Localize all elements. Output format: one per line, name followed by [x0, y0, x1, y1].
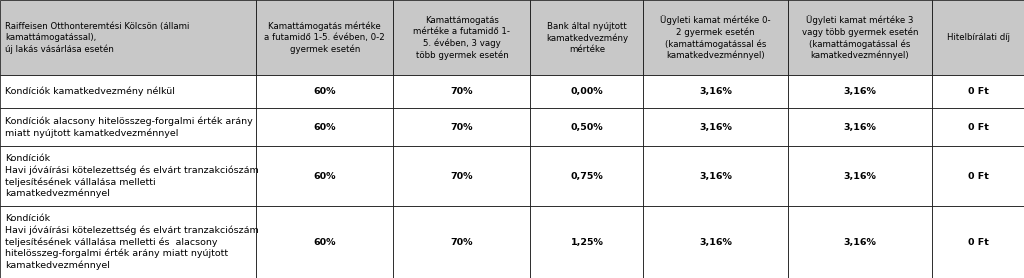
Text: 1,25%: 1,25% — [570, 238, 603, 247]
Bar — [932, 108, 1024, 146]
Bar — [530, 108, 643, 146]
Text: 0,75%: 0,75% — [570, 172, 603, 181]
Text: Kamattámogatás mértéke
a futamidő 1-5. évében, 0-2
gyermek esetén: Kamattámogatás mértéke a futamidő 1-5. é… — [264, 22, 385, 54]
Bar — [932, 206, 1024, 278]
Bar — [932, 0, 1024, 76]
Text: 0,00%: 0,00% — [570, 87, 603, 96]
Bar — [787, 108, 932, 146]
Text: Ügyleti kamat mértéke 3
vagy több gyermek esetén
(kamattámogatással és
kamatkedv: Ügyleti kamat mértéke 3 vagy több gyerme… — [802, 15, 919, 60]
Text: 3,16%: 3,16% — [699, 87, 732, 96]
Bar — [787, 0, 932, 76]
Bar — [256, 146, 393, 206]
Bar — [256, 108, 393, 146]
Text: 3,16%: 3,16% — [844, 238, 877, 247]
Text: Kondíciók
Havi jóváírási kötelezettség és elvárt tranzakciószám
teljesítésének v: Kondíciók Havi jóváírási kötelezettség é… — [5, 154, 259, 198]
Text: 3,16%: 3,16% — [844, 123, 877, 131]
Bar — [643, 76, 787, 108]
Bar — [0, 76, 256, 108]
Text: Ügyleti kamat mértéke 0-
2 gyermek esetén
(kamattámogatással és
kamatkedvezménny: Ügyleti kamat mértéke 0- 2 gyermek eseté… — [660, 15, 771, 60]
Bar — [932, 146, 1024, 206]
Bar — [393, 146, 530, 206]
Bar — [393, 206, 530, 278]
Bar — [643, 108, 787, 146]
Text: Kondíciók alacsony hitelösszeg-forgalmi érték arány
miatt nyújtott kamatkedvezmé: Kondíciók alacsony hitelösszeg-forgalmi … — [5, 116, 253, 138]
Bar — [0, 206, 256, 278]
Text: 60%: 60% — [313, 123, 336, 131]
Text: Raiffeisen Otthonteremtési Kölcsön (állami
kamattámogatással),
új lakás vásárlás: Raiffeisen Otthonteremtési Kölcsön (álla… — [5, 22, 189, 54]
Text: 60%: 60% — [313, 172, 336, 181]
Bar — [0, 108, 256, 146]
Text: 3,16%: 3,16% — [844, 172, 877, 181]
Text: Hitelbírálati díj: Hitelbírálati díj — [946, 33, 1010, 42]
Bar — [256, 0, 393, 76]
Bar — [530, 146, 643, 206]
Text: 70%: 70% — [451, 172, 473, 181]
Text: Kondíciók kamatkedvezmény nélkül: Kondíciók kamatkedvezmény nélkül — [5, 87, 175, 96]
Text: 70%: 70% — [451, 123, 473, 131]
Bar — [643, 146, 787, 206]
Bar — [530, 0, 643, 76]
Bar — [932, 76, 1024, 108]
Text: 3,16%: 3,16% — [699, 172, 732, 181]
Text: 3,16%: 3,16% — [699, 123, 732, 131]
Bar — [256, 206, 393, 278]
Text: 3,16%: 3,16% — [844, 87, 877, 96]
Text: Kamattámogatás
mértéke a futamidő 1-
5. évében, 3 vagy
több gyermek esetén: Kamattámogatás mértéke a futamidő 1- 5. … — [414, 16, 510, 59]
Bar — [787, 206, 932, 278]
Bar — [393, 76, 530, 108]
Text: Kondíciók
Havi jóváírási kötelezettség és elvárt tranzakciószám
teljesítésének v: Kondíciók Havi jóváírási kötelezettség é… — [5, 214, 259, 270]
Bar — [787, 76, 932, 108]
Text: 60%: 60% — [313, 87, 336, 96]
Bar — [0, 0, 256, 76]
Text: 3,16%: 3,16% — [699, 238, 732, 247]
Bar — [530, 76, 643, 108]
Text: 60%: 60% — [313, 238, 336, 247]
Bar — [787, 146, 932, 206]
Text: 70%: 70% — [451, 87, 473, 96]
Bar — [393, 108, 530, 146]
Bar — [256, 76, 393, 108]
Bar — [393, 0, 530, 76]
Text: 0,50%: 0,50% — [570, 123, 603, 131]
Text: 0 Ft: 0 Ft — [968, 238, 988, 247]
Bar — [0, 146, 256, 206]
Bar — [643, 0, 787, 76]
Text: Bank által nyújtott
kamatkedvezmény
mértéke: Bank által nyújtott kamatkedvezmény mért… — [546, 22, 628, 54]
Text: 70%: 70% — [451, 238, 473, 247]
Text: 0 Ft: 0 Ft — [968, 123, 988, 131]
Text: 0 Ft: 0 Ft — [968, 172, 988, 181]
Bar — [643, 206, 787, 278]
Bar — [530, 206, 643, 278]
Text: 0 Ft: 0 Ft — [968, 87, 988, 96]
